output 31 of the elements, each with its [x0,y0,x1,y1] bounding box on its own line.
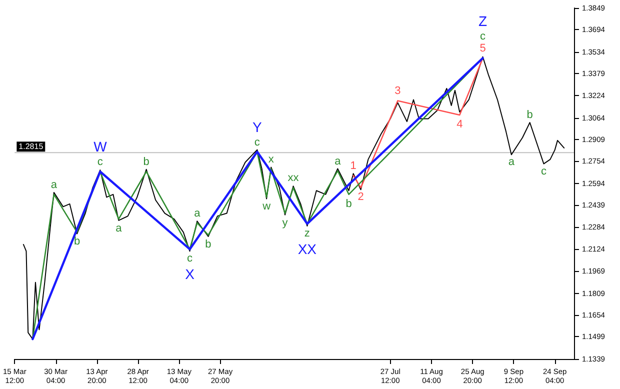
annotation: X [185,266,196,282]
annotation: a [508,156,516,168]
annotation: a [334,155,342,168]
annotation: a [50,178,58,191]
annotation: b [205,238,212,251]
annotation: 4 [456,118,463,130]
annotation: b [74,236,80,248]
annotation: Z [478,13,488,30]
annotation: 2 [358,191,364,204]
annotation: c [187,252,194,265]
annotation: b [143,156,150,168]
annotation: y [282,216,288,229]
annotation: c [480,30,486,43]
annotation: c [97,156,104,168]
annotation: W [94,138,108,155]
annotation: z [304,227,310,240]
annotation: 1 [350,160,356,172]
annotation: c [254,136,260,148]
annotation: XX [298,240,318,257]
annotation: 3 [394,85,401,98]
annotation: a [194,207,202,220]
annotation: c [540,166,547,178]
annotation: Y [252,118,263,135]
annotation: 5 [480,42,486,55]
ref-line-label: 1.2815 [18,142,44,152]
annotation: a [116,222,123,235]
annotation: b [526,108,533,121]
annotation: w [262,200,271,213]
annotation: b [346,198,352,210]
annotation: xx [288,172,300,184]
annotation: x [268,153,274,166]
